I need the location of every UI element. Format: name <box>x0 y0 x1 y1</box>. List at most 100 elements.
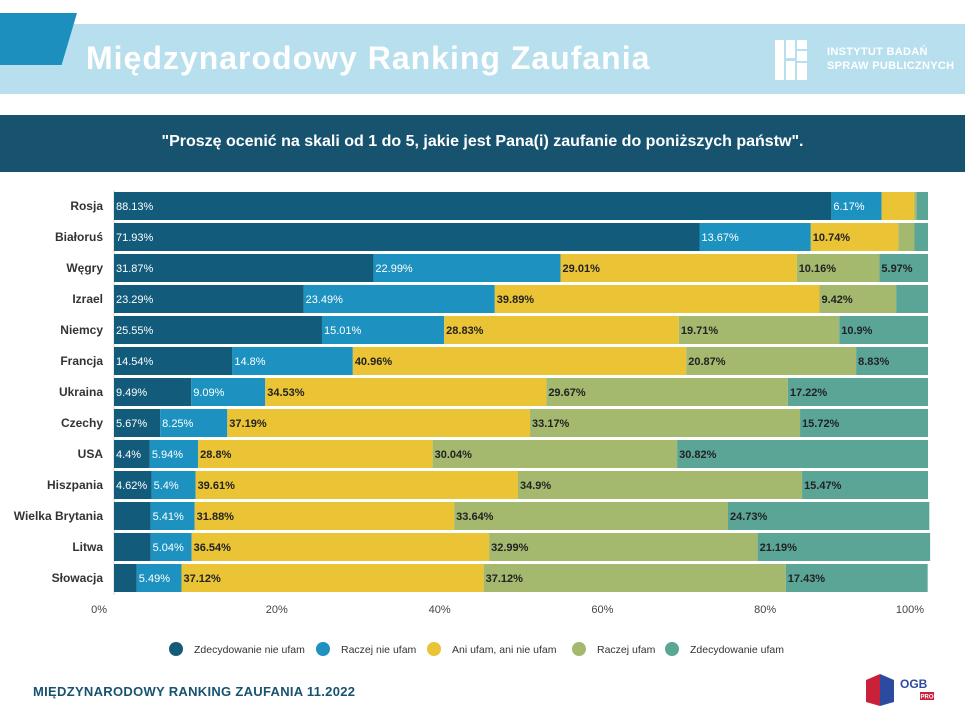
data-label: 5.04% <box>153 542 184 554</box>
bar-segment <box>796 254 880 282</box>
bar-segment <box>517 471 803 499</box>
data-label: 23.49% <box>306 294 344 306</box>
data-label: 31.88% <box>197 511 235 523</box>
data-label: 13.67% <box>702 232 740 244</box>
data-label: 71.93% <box>116 232 154 244</box>
data-label: 36.54% <box>194 542 232 554</box>
bar-segment <box>114 254 374 282</box>
legend-swatch <box>665 642 679 656</box>
bar-segment <box>114 316 322 344</box>
bar-segment <box>160 409 228 437</box>
data-label: 14.8% <box>234 356 265 368</box>
legend-item: Raczej nie ufam <box>316 642 417 656</box>
legend-swatch <box>427 642 441 656</box>
category-label: Czechy <box>61 416 103 430</box>
bar-segment <box>191 533 490 561</box>
ogb-logo-sub: PRO <box>920 695 933 701</box>
data-label: 30.04% <box>435 449 473 461</box>
bar-segment <box>321 316 445 344</box>
data-label: 37.12% <box>486 573 524 585</box>
category-label: Słowacja <box>52 571 104 585</box>
data-label: 30.82% <box>679 449 717 461</box>
institute-logo-text: INSTYTUT BADAŃ SPRAW PUBLICZNYCH <box>827 45 954 73</box>
x-tick-label: 40% <box>429 604 451 616</box>
bar-segment <box>227 409 531 437</box>
bar-segment <box>831 192 882 220</box>
data-label: 10.16% <box>799 263 837 275</box>
data-label: 9.49% <box>116 387 147 399</box>
data-label: 17.22% <box>790 387 828 399</box>
data-label: 17.43% <box>788 573 826 585</box>
bar-segment <box>151 471 196 499</box>
bar-segment <box>678 316 840 344</box>
question-band <box>0 115 965 172</box>
stacked-bar-chart: Rosja 88.13% 6.17% Białoruś 71.93% 13.67% 10.7… <box>14 190 931 656</box>
data-label: 22.99% <box>375 263 413 275</box>
institute-logo-icon <box>775 40 807 80</box>
bar-segment <box>150 533 192 561</box>
data-label: 29.01% <box>563 263 601 275</box>
bar-segment <box>819 285 897 313</box>
category-label: Niemcy <box>60 323 103 337</box>
ogb-logo-shield-blue <box>880 674 894 706</box>
logo-line-1: INSTYTUT BADAŃ <box>827 46 928 58</box>
x-tick-label: 20% <box>266 604 288 616</box>
bar-segment <box>114 533 151 561</box>
category-label: Białoruś <box>55 230 103 244</box>
category-label: Rosja <box>70 199 103 213</box>
x-tick-label: 0% <box>91 604 107 616</box>
data-label: 5.67% <box>116 418 147 430</box>
data-label: 88.13% <box>116 201 154 213</box>
data-label: 33.17% <box>532 418 570 430</box>
bar-segment <box>149 440 199 468</box>
data-label: 34.53% <box>267 387 305 399</box>
bar-segment <box>232 347 353 375</box>
data-label: 15.01% <box>324 325 362 337</box>
data-label: 28.83% <box>446 325 484 337</box>
category-label: USA <box>78 447 104 461</box>
legend-label: Zdecydowanie nie ufam <box>194 644 305 656</box>
data-label: 34.9% <box>520 480 551 492</box>
bar-segment <box>898 223 915 251</box>
bar-segment <box>914 192 917 220</box>
bar-segment <box>114 192 832 220</box>
data-label: 31.87% <box>116 263 154 275</box>
data-label: 37.19% <box>229 418 267 430</box>
bar-segment <box>114 223 700 251</box>
category-label: Francja <box>60 354 103 368</box>
data-label: 32.99% <box>491 542 529 554</box>
bar-segment <box>856 347 928 375</box>
bar-segment <box>494 285 820 313</box>
bar-segment <box>800 409 928 437</box>
bar-segment <box>136 564 182 592</box>
bar-segment <box>560 254 797 282</box>
bar-segment <box>195 471 518 499</box>
bar-segment <box>194 502 455 530</box>
bar-segment <box>373 254 561 282</box>
data-label: 19.71% <box>681 325 719 337</box>
data-label: 33.64% <box>456 511 494 523</box>
data-label: 5.97% <box>881 263 912 275</box>
institute-logo: INSTYTUT BADAŃ SPRAW PUBLICZNYCH <box>775 40 954 80</box>
bar-segment <box>114 378 192 406</box>
header-accent <box>0 13 77 65</box>
bar-segment <box>916 192 928 220</box>
logo-line-2: SPRAW PUBLICZNYCH <box>827 60 955 72</box>
data-label: 9.09% <box>193 387 224 399</box>
x-tick-label: 60% <box>591 604 613 616</box>
legend-label: Zdecydowanie ufam <box>690 644 784 656</box>
x-tick-label: 80% <box>754 604 776 616</box>
legend-item: Raczej ufam <box>572 642 656 656</box>
bar-segment <box>785 564 928 592</box>
bar-segment <box>839 316 928 344</box>
bar-segment <box>114 347 233 375</box>
bar-segment <box>150 502 195 530</box>
category-label: Węgry <box>66 261 103 275</box>
category-label: Hiszpania <box>47 478 103 492</box>
category-label: Litwa <box>72 540 103 554</box>
data-label: 14.54% <box>116 356 154 368</box>
survey-question: "Proszę ocenić na skali od 1 do 5, jakie… <box>161 133 804 150</box>
bar-segment <box>114 471 152 499</box>
bar-segment <box>114 440 150 468</box>
bar-segment <box>728 502 930 530</box>
